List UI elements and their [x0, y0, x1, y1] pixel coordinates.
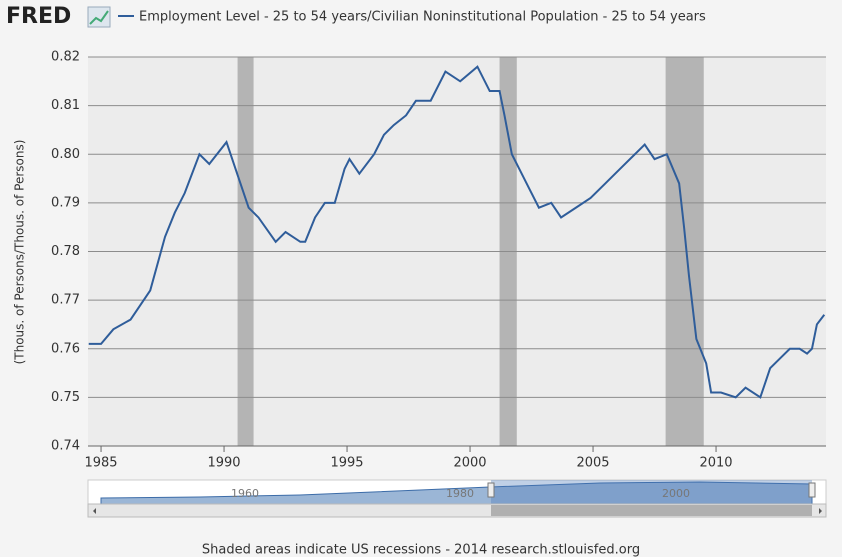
x-tick-label: 1990 — [207, 456, 240, 471]
navigator — [87, 479, 827, 518]
y-tick-label: 0.75 — [51, 390, 80, 405]
y-tick-label: 0.77 — [51, 293, 80, 308]
navigator-label: 1960 — [231, 487, 259, 500]
series-line — [88, 65, 826, 399]
footnote: Shaded areas indicate US recessions - 20… — [202, 543, 640, 557]
x-tick-label: 1985 — [84, 456, 117, 471]
logo-icon — [87, 6, 111, 28]
x-tick-label: 2010 — [699, 456, 732, 471]
navigator-label: 1980 — [446, 487, 474, 500]
y-tick-label: 0.80 — [51, 147, 80, 162]
navigator-handle[interactable] — [808, 482, 816, 498]
y-tick-label: 0.74 — [51, 439, 80, 454]
y-tick-label: 0.78 — [51, 244, 80, 259]
x-tick-label: 2000 — [453, 456, 486, 471]
y-axis-label: (Thous. of Persons/Thous. of Persons) — [13, 140, 27, 365]
y-tick-label: 0.76 — [51, 341, 80, 356]
y-tick-label: 0.82 — [51, 50, 80, 65]
x-tick-label: 1995 — [330, 456, 363, 471]
navigator-handle[interactable] — [487, 482, 495, 498]
legend-label: Employment Level - 25 to 54 years/Civili… — [139, 10, 706, 25]
scrollbar-thumb[interactable] — [491, 505, 812, 516]
y-tick-label: 0.81 — [51, 98, 80, 113]
navigator-label: 2000 — [662, 487, 690, 500]
logo: FRED — [6, 4, 71, 29]
x-tick-label: 2005 — [576, 456, 609, 471]
y-tick-label: 0.79 — [51, 195, 80, 210]
